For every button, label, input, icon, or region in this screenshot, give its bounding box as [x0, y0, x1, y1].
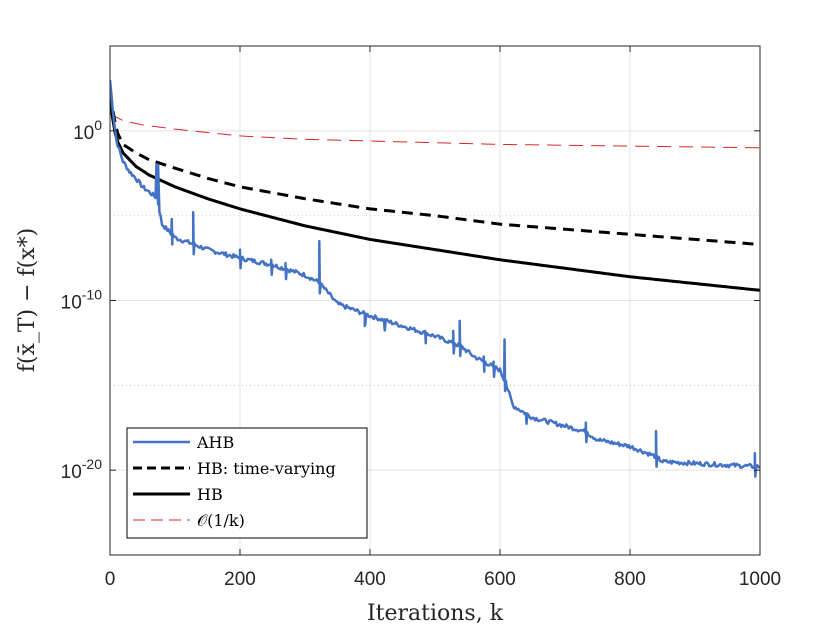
legend-label: 𝒪(1/k) [197, 511, 245, 530]
series-layer [110, 79, 760, 478]
x-tick-label: 800 [614, 569, 646, 590]
x-axis-label: Iterations, k [367, 601, 504, 626]
x-tick-label: 400 [354, 569, 386, 590]
y-tick-label: 10-10 [61, 287, 103, 314]
series-line-ahb [110, 79, 760, 478]
x-tick-label: 1000 [739, 569, 781, 590]
legend-items: AHB HB: time-varying HB 𝒪(1/k) [133, 433, 336, 530]
tick-layer: 0 200 400 600 800 1000 100 10-10 10-20 [61, 46, 781, 590]
x-tick-label: 600 [484, 569, 516, 590]
legend: AHB HB: time-varying HB 𝒪(1/k) [126, 427, 368, 539]
series-line-hb [110, 93, 760, 292]
y-tick-label: 100 [73, 117, 102, 144]
series-group [110, 79, 760, 478]
x-tick-label: 200 [224, 569, 256, 590]
y-tick-label: 10-20 [61, 456, 103, 483]
legend-label: HB: time-varying [197, 459, 336, 478]
y-axis-label: f(x̄_T) − f(x*) [15, 228, 40, 373]
x-tick-label: 0 [105, 569, 116, 590]
legend-label: AHB [196, 433, 234, 452]
series-line-o-1-k [110, 113, 760, 149]
legend-box [126, 427, 368, 539]
legend-label: HB [197, 485, 223, 504]
